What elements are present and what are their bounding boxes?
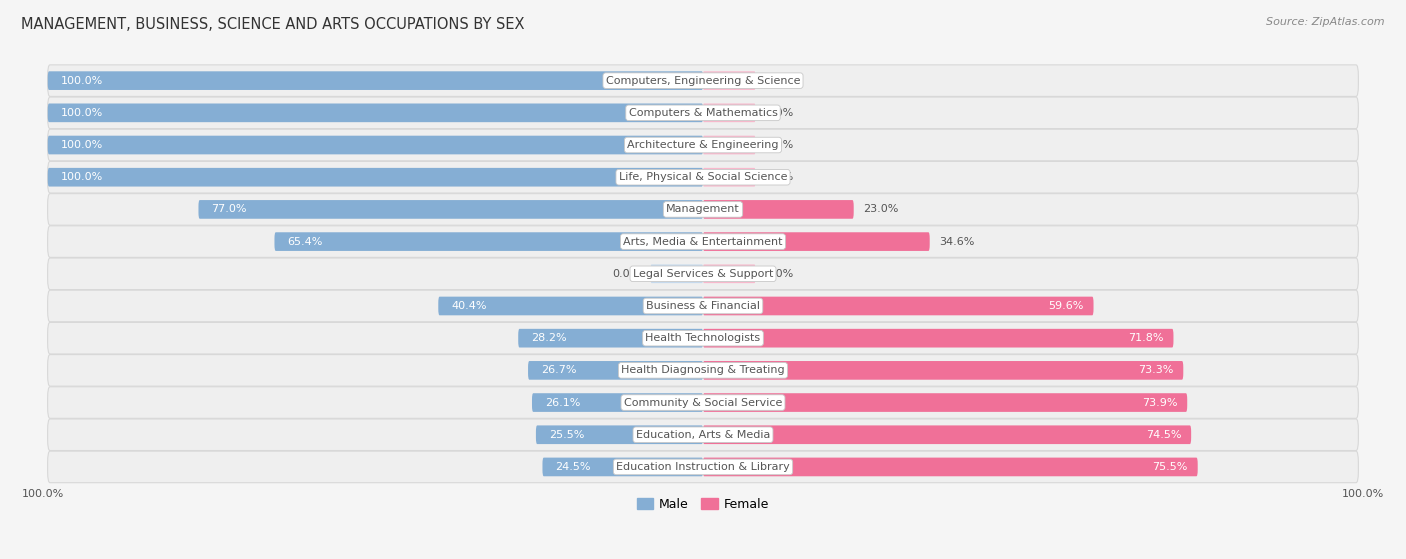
FancyBboxPatch shape: [531, 393, 703, 412]
Text: Education Instruction & Library: Education Instruction & Library: [616, 462, 790, 472]
Text: 25.5%: 25.5%: [548, 430, 585, 440]
FancyBboxPatch shape: [703, 103, 755, 122]
Text: MANAGEMENT, BUSINESS, SCIENCE AND ARTS OCCUPATIONS BY SEX: MANAGEMENT, BUSINESS, SCIENCE AND ARTS O…: [21, 17, 524, 32]
FancyBboxPatch shape: [48, 103, 703, 122]
Text: Source: ZipAtlas.com: Source: ZipAtlas.com: [1267, 17, 1385, 27]
Text: 26.7%: 26.7%: [541, 366, 576, 375]
Text: Life, Physical & Social Science: Life, Physical & Social Science: [619, 172, 787, 182]
Text: 100.0%: 100.0%: [60, 75, 103, 86]
FancyBboxPatch shape: [48, 168, 703, 187]
FancyBboxPatch shape: [48, 226, 1358, 257]
FancyBboxPatch shape: [703, 200, 853, 219]
Text: 40.4%: 40.4%: [451, 301, 486, 311]
FancyBboxPatch shape: [48, 419, 1358, 451]
FancyBboxPatch shape: [48, 323, 1358, 354]
Text: Architecture & Engineering: Architecture & Engineering: [627, 140, 779, 150]
FancyBboxPatch shape: [274, 233, 703, 251]
FancyBboxPatch shape: [48, 387, 1358, 418]
Text: Community & Social Service: Community & Social Service: [624, 397, 782, 408]
Text: 75.5%: 75.5%: [1153, 462, 1188, 472]
Text: 0.0%: 0.0%: [765, 140, 793, 150]
FancyBboxPatch shape: [529, 361, 703, 380]
FancyBboxPatch shape: [48, 136, 703, 154]
Text: Education, Arts & Media: Education, Arts & Media: [636, 430, 770, 440]
Text: Computers & Mathematics: Computers & Mathematics: [628, 108, 778, 118]
FancyBboxPatch shape: [703, 297, 1094, 315]
Text: 28.2%: 28.2%: [531, 333, 567, 343]
Text: Legal Services & Support: Legal Services & Support: [633, 269, 773, 279]
FancyBboxPatch shape: [48, 72, 703, 90]
FancyBboxPatch shape: [703, 136, 755, 154]
Text: 34.6%: 34.6%: [939, 236, 974, 247]
FancyBboxPatch shape: [439, 297, 703, 315]
Text: Management: Management: [666, 205, 740, 215]
FancyBboxPatch shape: [703, 264, 755, 283]
FancyBboxPatch shape: [48, 65, 1358, 96]
Text: 100.0%: 100.0%: [60, 140, 103, 150]
Text: 0.0%: 0.0%: [765, 172, 793, 182]
Text: Health Diagnosing & Treating: Health Diagnosing & Treating: [621, 366, 785, 375]
FancyBboxPatch shape: [48, 129, 1358, 161]
Text: Arts, Media & Entertainment: Arts, Media & Entertainment: [623, 236, 783, 247]
FancyBboxPatch shape: [703, 393, 1187, 412]
Text: 100.0%: 100.0%: [60, 172, 103, 182]
Text: Computers, Engineering & Science: Computers, Engineering & Science: [606, 75, 800, 86]
Text: 73.9%: 73.9%: [1142, 397, 1177, 408]
Text: 71.8%: 71.8%: [1128, 333, 1164, 343]
Text: 65.4%: 65.4%: [288, 236, 323, 247]
FancyBboxPatch shape: [198, 200, 703, 219]
Text: 24.5%: 24.5%: [555, 462, 591, 472]
Text: 0.0%: 0.0%: [765, 269, 793, 279]
FancyBboxPatch shape: [48, 258, 1358, 290]
FancyBboxPatch shape: [703, 425, 1191, 444]
Text: 23.0%: 23.0%: [863, 205, 898, 215]
Text: 100.0%: 100.0%: [21, 490, 63, 500]
Text: 0.0%: 0.0%: [613, 269, 641, 279]
Text: 0.0%: 0.0%: [765, 75, 793, 86]
Text: 26.1%: 26.1%: [546, 397, 581, 408]
FancyBboxPatch shape: [703, 233, 929, 251]
FancyBboxPatch shape: [48, 162, 1358, 193]
FancyBboxPatch shape: [703, 168, 755, 187]
FancyBboxPatch shape: [48, 354, 1358, 386]
FancyBboxPatch shape: [519, 329, 703, 348]
FancyBboxPatch shape: [703, 329, 1174, 348]
Text: 100.0%: 100.0%: [1343, 490, 1385, 500]
Text: 0.0%: 0.0%: [765, 108, 793, 118]
FancyBboxPatch shape: [703, 72, 755, 90]
FancyBboxPatch shape: [543, 458, 703, 476]
Text: 73.3%: 73.3%: [1137, 366, 1174, 375]
Legend: Male, Female: Male, Female: [631, 493, 775, 516]
FancyBboxPatch shape: [48, 290, 1358, 322]
FancyBboxPatch shape: [651, 264, 703, 283]
FancyBboxPatch shape: [48, 451, 1358, 483]
Text: 77.0%: 77.0%: [211, 205, 247, 215]
FancyBboxPatch shape: [48, 193, 1358, 225]
FancyBboxPatch shape: [536, 425, 703, 444]
Text: 100.0%: 100.0%: [60, 108, 103, 118]
FancyBboxPatch shape: [703, 361, 1184, 380]
Text: Health Technologists: Health Technologists: [645, 333, 761, 343]
FancyBboxPatch shape: [48, 97, 1358, 129]
Text: Business & Financial: Business & Financial: [645, 301, 761, 311]
Text: 59.6%: 59.6%: [1049, 301, 1084, 311]
Text: 74.5%: 74.5%: [1146, 430, 1181, 440]
FancyBboxPatch shape: [703, 458, 1198, 476]
